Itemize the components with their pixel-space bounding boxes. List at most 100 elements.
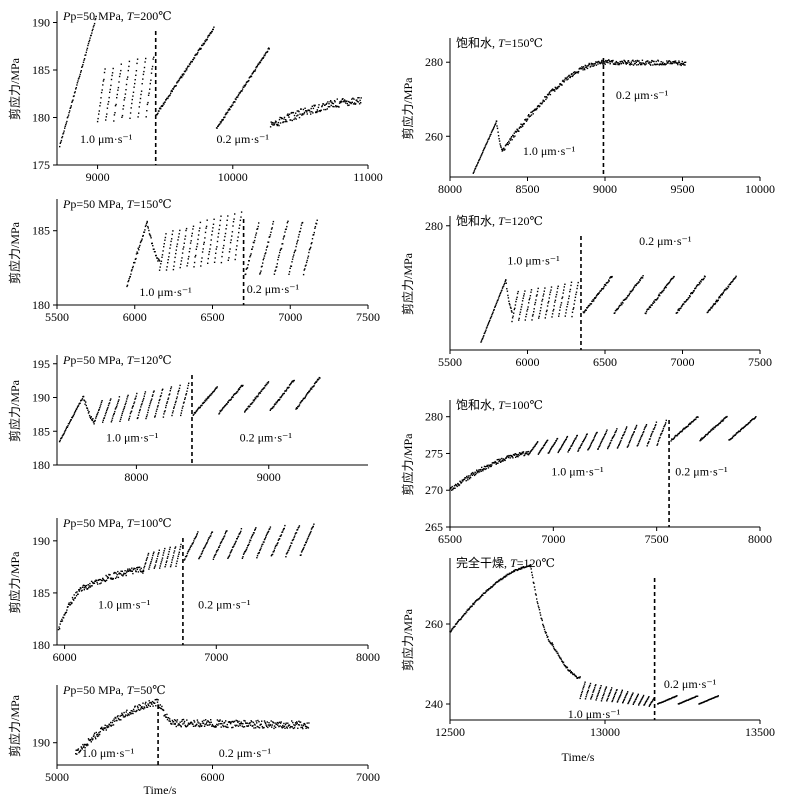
data-point [612, 698, 614, 700]
data-point [264, 253, 266, 255]
data-point [272, 223, 274, 225]
data-point [134, 397, 137, 399]
data-point [223, 244, 225, 247]
data-point [87, 42, 90, 45]
data-point [536, 598, 538, 600]
data-point [136, 417, 139, 420]
data-point [144, 61, 146, 63]
y-tick-label: 270 [425, 483, 443, 497]
data-point [167, 717, 170, 719]
data-point [712, 304, 714, 307]
data-point [504, 575, 507, 578]
data-point [491, 130, 493, 132]
data-point [228, 109, 230, 111]
data-point [215, 726, 217, 728]
title-part: =120℃ [505, 214, 543, 228]
data-point [93, 732, 96, 734]
data-point [350, 102, 352, 105]
data-point [175, 562, 178, 565]
data-point [302, 113, 304, 116]
data-point [95, 417, 97, 419]
data-point [618, 697, 620, 699]
data-point [158, 402, 160, 404]
data-point [635, 696, 638, 699]
data-point [163, 413, 165, 415]
data-point [310, 107, 312, 110]
data-point [645, 61, 647, 63]
data-point [298, 110, 300, 113]
data-point [139, 241, 142, 244]
data-point [101, 89, 103, 91]
data-point [64, 614, 66, 616]
data-point [591, 300, 594, 303]
data-point [273, 404, 276, 406]
data-point [237, 536, 239, 538]
x-tick-label: 11000 [353, 170, 383, 184]
data-point [67, 603, 70, 605]
data-point [351, 98, 353, 100]
data-point [126, 78, 128, 80]
data-point [649, 703, 652, 706]
data-point [103, 579, 105, 581]
data-point [198, 722, 200, 724]
data-point [187, 724, 189, 726]
data-point [75, 87, 77, 89]
data-point [89, 739, 91, 742]
data-point [290, 382, 292, 384]
data-point [496, 459, 498, 461]
data-point [609, 63, 611, 65]
data-point [585, 435, 587, 437]
data-point [207, 538, 209, 541]
data-point [529, 451, 531, 453]
data-point [707, 311, 709, 313]
data-point [213, 556, 215, 558]
data-point [560, 302, 563, 304]
data-point [519, 311, 522, 313]
data-point [223, 239, 225, 241]
data-point [307, 392, 309, 394]
data-point [99, 105, 101, 107]
data-point [283, 527, 285, 530]
data-point [119, 719, 121, 721]
data-point [722, 419, 725, 421]
data-point [217, 724, 219, 726]
data-point [340, 101, 342, 104]
data-point [308, 722, 310, 724]
data-point [234, 213, 236, 215]
data-point [573, 307, 575, 309]
data-point [600, 289, 602, 291]
data-point [560, 657, 562, 659]
x-tick-label: 6000 [123, 310, 147, 324]
data-point [551, 446, 553, 449]
data-point [95, 731, 97, 734]
data-point [647, 60, 649, 62]
data-point [193, 719, 195, 722]
data-point [664, 285, 667, 288]
data-point [506, 456, 508, 458]
data-point [110, 78, 113, 81]
data-point [616, 689, 618, 691]
data-point [235, 725, 237, 727]
data-point [665, 284, 668, 287]
velocity-label: 0.2 μm·s⁻¹ [616, 88, 669, 102]
data-point [163, 243, 165, 245]
data-point [331, 102, 333, 104]
data-point [729, 283, 732, 285]
data-point [721, 419, 723, 421]
data-point [297, 114, 299, 116]
data-point [210, 533, 212, 535]
data-point [449, 488, 451, 490]
data-point [564, 439, 566, 442]
data-point [98, 409, 100, 411]
data-point [308, 391, 311, 393]
data-point [71, 596, 74, 599]
data-point [134, 261, 136, 264]
data-point [238, 723, 241, 725]
data-point [287, 722, 289, 724]
data-point [217, 720, 220, 722]
data-point [143, 397, 145, 400]
data-point [170, 90, 172, 92]
data-point [244, 84, 247, 86]
data-point [149, 702, 151, 704]
